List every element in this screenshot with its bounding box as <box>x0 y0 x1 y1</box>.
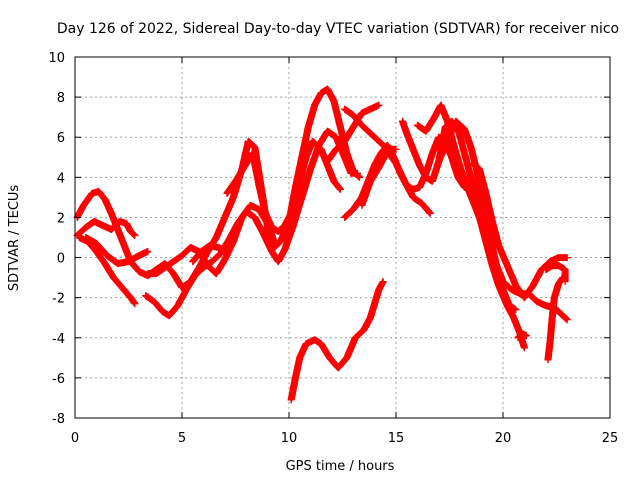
marker-trace <box>514 330 530 342</box>
y-tick-label: 0 <box>57 252 65 267</box>
y-tick-label: 4 <box>57 171 65 186</box>
x-tick-labels: 0 5 10 15 20 25 <box>71 431 618 446</box>
marker-trace <box>469 159 571 302</box>
y-tick-label: -4 <box>52 332 65 347</box>
data-points <box>73 85 571 404</box>
series-s19 <box>544 274 567 364</box>
series-s13 <box>358 147 434 217</box>
marker-trace <box>287 278 387 404</box>
plot-frame <box>74 56 611 419</box>
marker-trace <box>142 127 361 320</box>
series-s2 <box>73 218 139 239</box>
series-s17 <box>469 159 571 302</box>
y-tick-label: 8 <box>57 91 65 106</box>
y-tick-label: -6 <box>52 372 65 387</box>
marker-trace <box>358 147 434 217</box>
axis-ticks <box>74 56 611 419</box>
series-s7 <box>189 242 231 266</box>
x-tick-label: 20 <box>495 431 512 446</box>
series-s18 <box>514 330 530 342</box>
series-s4 <box>82 234 152 268</box>
series-s20 <box>542 262 569 286</box>
y-tick-label: 2 <box>57 211 65 226</box>
y-tick-labels: -8 -6 -4 -2 0 2 4 6 8 10 <box>48 51 65 427</box>
marker-trace <box>73 218 139 239</box>
series-s3 <box>75 234 139 308</box>
series-s6 <box>142 127 361 320</box>
y-tick-label: -8 <box>52 412 65 427</box>
x-tick-label: 15 <box>388 431 405 446</box>
marker-trace <box>75 234 139 308</box>
marker-trace <box>542 262 569 286</box>
series-s9 <box>287 278 387 404</box>
y-tick-label: 6 <box>57 131 65 146</box>
x-tick-label: 25 <box>602 431 619 446</box>
marker-trace <box>544 274 567 364</box>
marker-trace <box>82 234 152 268</box>
x-axis-label: GPS time / hours <box>286 459 395 474</box>
x-tick-label: 5 <box>178 431 186 446</box>
x-tick-label: 0 <box>71 431 79 446</box>
x-tick-label: 10 <box>281 431 298 446</box>
marker-trace <box>189 242 231 266</box>
y-axis-label: SDTVAR / TECUs <box>7 185 22 292</box>
y-tick-label: -2 <box>52 292 65 307</box>
chart-title: Day 126 of 2022, Sidereal Day-to-day VTE… <box>57 21 619 37</box>
y-tick-label: 10 <box>48 51 65 66</box>
